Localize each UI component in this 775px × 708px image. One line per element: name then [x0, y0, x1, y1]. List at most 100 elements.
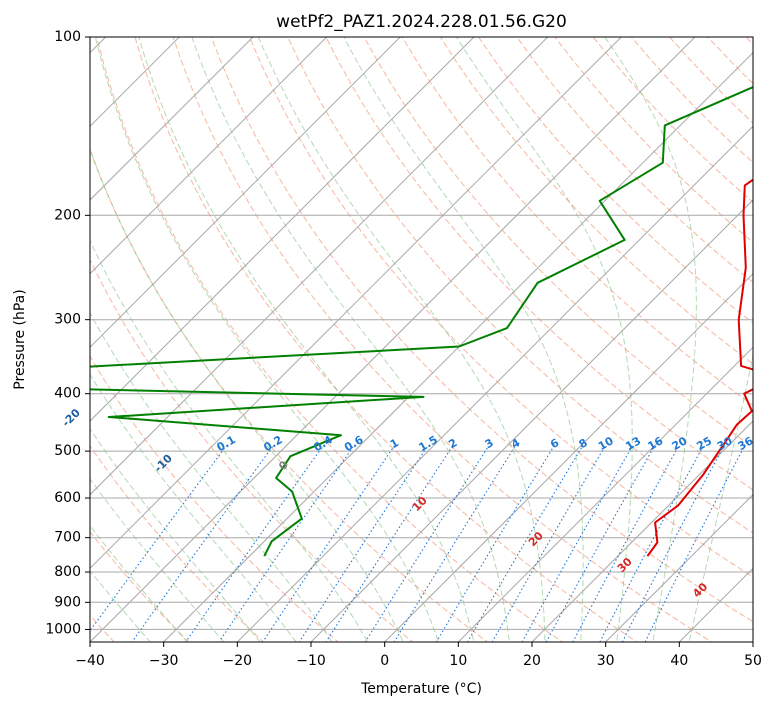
dry-adiabat-line [134, 37, 639, 642]
dry-adiabat-line [210, 37, 753, 623]
dry-adiabat-line [90, 355, 340, 642]
mixing-ratio-label: 6 [548, 436, 561, 451]
y-tick-label: 200 [54, 207, 81, 223]
moist-adiabat-line [94, 37, 439, 642]
isotherm-line [90, 37, 696, 642]
isotherm-line [90, 37, 328, 275]
isotherm-line [162, 51, 753, 642]
moist-adiabat-label: 40 [690, 580, 710, 600]
moist-adiabat-line [90, 525, 188, 642]
x-tick-label: −30 [149, 653, 179, 669]
x-tick-label: −40 [75, 653, 105, 669]
y-tick-label: 500 [54, 443, 81, 459]
moist-adiabat-line [90, 477, 225, 642]
mixing-ratio-line [435, 445, 555, 642]
dry-adiabat-line [325, 37, 753, 491]
mixing-ratio-line [393, 445, 516, 642]
mixing-ratio-line [298, 445, 429, 642]
dry-adiabat-line [516, 37, 753, 284]
moist-adiabat-line [688, 353, 753, 642]
moist-adiabat-line [343, 37, 584, 642]
mixing-ratio-line [491, 445, 606, 642]
dry-adiabat-line [287, 37, 753, 534]
chart-title: wetPf2_PAZ1.2024.228.01.56.G20 [276, 12, 567, 32]
isotherm-line [90, 37, 623, 570]
dry-adiabat-line [96, 37, 564, 642]
x-tick-label: 20 [523, 653, 541, 669]
dry-adiabat-line [248, 37, 753, 578]
dry-adiabat-line [172, 37, 713, 642]
isotherm-line [90, 37, 475, 422]
x-tick-label: 0 [380, 653, 389, 669]
mixing-ratio-line [262, 445, 395, 642]
mixing-ratio-line [131, 445, 274, 642]
mixing-ratio-label: 2 [446, 436, 459, 451]
isotherm-line [236, 125, 753, 642]
mixing-ratio-label: 13 [623, 434, 643, 453]
moist-adiabat-line [90, 373, 297, 642]
dry-adiabat-line [90, 445, 265, 642]
moist-adiabat-line [90, 427, 261, 642]
moist-adiabat-line [257, 37, 546, 642]
isotherm-line [383, 272, 753, 642]
mixing-ratio-label: 20 [670, 434, 690, 453]
y-tick-label: 1000 [45, 621, 81, 637]
dry-adiabat-label: -20 [60, 406, 83, 429]
dry-adiabat-line [90, 148, 489, 642]
dry-adiabat-line [745, 37, 753, 45]
moist-adiabat-label: 20 [526, 529, 546, 549]
mixing-ratio-label: 30 [715, 434, 735, 453]
plot-frame [89, 36, 754, 643]
mixing-ratio-label: 10 [596, 434, 616, 453]
x-tick-label: 30 [597, 653, 615, 669]
moist-adiabat-line [90, 239, 369, 642]
x-tick-label: −10 [296, 653, 326, 669]
x-tick-label: 10 [449, 653, 467, 669]
mixing-ratio-line [185, 445, 324, 642]
isotherm-line [90, 37, 181, 128]
isoline-labels: -100-90-80-70-60-50-40-30-20-100.10.20.4… [60, 406, 756, 600]
axes: −40 −30 −20 −10 0 10 20 30 40 50 100 200 300 400 500 60… [45, 29, 762, 669]
y-tick-label: 300 [54, 312, 81, 328]
moist-adiabat-line [90, 570, 152, 642]
y-tick-label: 900 [54, 594, 81, 610]
isotherm-line [310, 199, 753, 642]
dry-adiabat-line [592, 37, 753, 203]
mixing-ratio-line [599, 445, 704, 642]
y-tick-label: 700 [54, 530, 81, 546]
series-layer [90, 86, 753, 557]
isotherm-line [604, 493, 753, 642]
mixing-ratio-label: 3 [483, 436, 496, 451]
grid-layer [90, 10, 775, 649]
x-axis-label: Temperature (°C) [360, 681, 482, 697]
dry-adiabat-line [758, 10, 775, 649]
moist-adiabat-line [604, 37, 697, 642]
moist-adiabat-line [90, 147, 404, 642]
mixing-ratio-line [218, 445, 355, 642]
moist-adiabat-line [138, 37, 475, 642]
moist-adiabat-line [455, 37, 633, 642]
dry-adiabat-line [477, 37, 753, 324]
dry-adiabat-line [90, 258, 414, 642]
y-axis-label: Pressure (hPa) [12, 289, 28, 389]
y-tick-label: 600 [54, 490, 81, 506]
y-tick-label: 100 [54, 29, 81, 45]
x-tick-label: 50 [744, 653, 762, 669]
dewpoint-trace [90, 86, 753, 557]
mixing-ratio-line [466, 445, 584, 642]
isotherm-line [457, 346, 753, 642]
isotherm-line [90, 37, 402, 349]
dry-adiabat-line [439, 37, 753, 365]
mixing-ratio-line [325, 445, 454, 642]
y-tick-label: 400 [54, 386, 81, 402]
dry-adiabat-line [90, 530, 190, 642]
moist-adiabat-label: 10 [410, 494, 430, 514]
mixing-ratio-line [572, 445, 680, 642]
mixing-ratio-line [545, 445, 656, 642]
isotherm-line [531, 420, 753, 642]
mixing-ratio-label: 16 [645, 434, 665, 453]
x-tick-label: 40 [670, 653, 688, 669]
x-tick-label: −20 [223, 653, 253, 669]
mixing-ratio-label: 4 [509, 436, 522, 451]
